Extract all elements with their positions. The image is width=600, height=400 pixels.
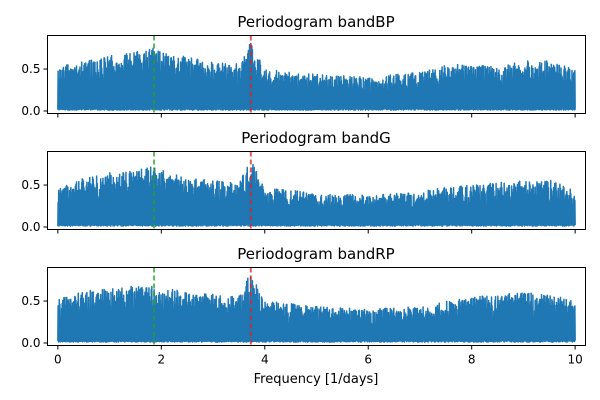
periodogram-series-line — [57, 276, 576, 343]
panel-title: Periodogram bandRP — [237, 245, 394, 263]
periodogram-series-line — [57, 163, 576, 227]
x-tick-label: 0 — [54, 353, 62, 367]
x-tick-label: 8 — [468, 353, 476, 367]
axes-frame — [47, 267, 586, 346]
periodogram-series-line — [57, 42, 576, 111]
axes-frame — [47, 35, 586, 114]
y-tick-label: 0.0 — [21, 220, 40, 234]
y-tick-label: 0.0 — [21, 336, 40, 350]
panel-title: Periodogram bandBP — [237, 13, 394, 31]
x-tick-label: 4 — [261, 353, 269, 367]
x-tick-label: 2 — [157, 353, 165, 367]
panel-bandRP: Periodogram bandRP 0 2 4 6 8 10 0.0 0.5 — [21, 245, 586, 367]
x-tick-label: 10 — [568, 353, 583, 367]
y-tick-label: 0.5 — [21, 294, 40, 308]
y-tick-label: 0.5 — [21, 178, 40, 192]
axes-frame — [47, 151, 586, 230]
panel-bandG: Periodogram bandG 0.0 0.5 — [21, 129, 586, 234]
x-tick-label: 6 — [364, 353, 372, 367]
y-tick-label: 0.5 — [21, 62, 40, 76]
x-axis-label: Frequency [1/days] — [254, 372, 379, 387]
y-tick-label: 0.0 — [21, 104, 40, 118]
panel-bandBP: Periodogram bandBP 0.0 0.5 — [21, 13, 586, 118]
panel-title: Periodogram bandG — [241, 129, 391, 147]
